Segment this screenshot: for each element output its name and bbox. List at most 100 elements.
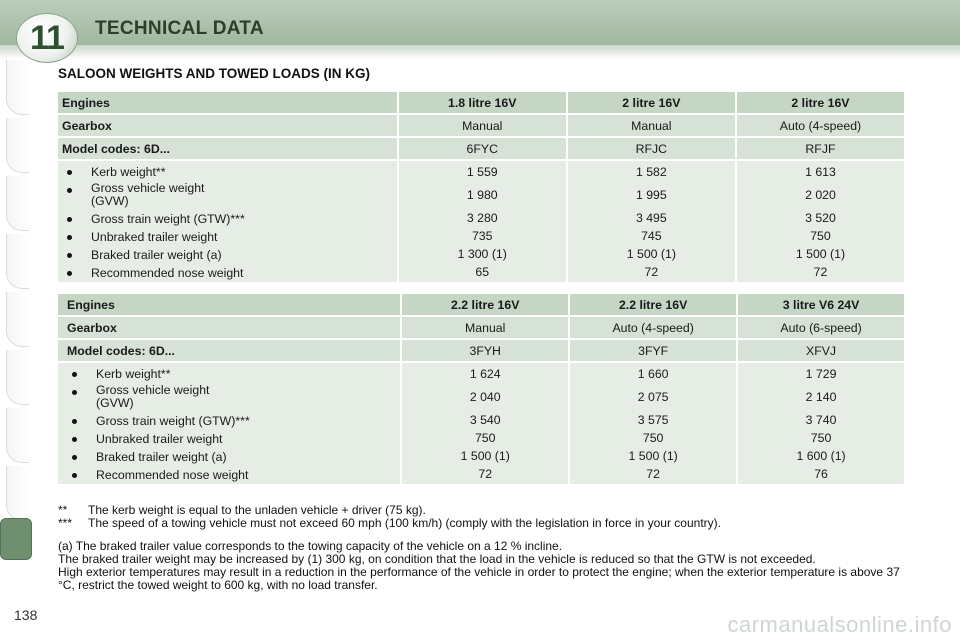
engine-cell: 1.8 litre 16V	[396, 92, 566, 113]
list-item: Kerb weight**	[71, 365, 400, 383]
value-cell: 1 613	[805, 165, 836, 179]
value-cell: 72	[813, 265, 828, 279]
engine-cell: 2.2 litre 16V	[568, 294, 737, 315]
chapter-tab-active[interactable]	[0, 518, 32, 560]
model-code-cell: RFJC	[565, 138, 735, 159]
model-code-cell: XFVJ	[736, 340, 904, 361]
value-cell: 76	[814, 467, 828, 481]
value-cell: 3 575	[637, 413, 669, 427]
explanatory-notes: (a) The braked trailer value corresponds…	[58, 540, 908, 592]
chapter-tab[interactable]	[6, 466, 29, 521]
value-cell: 1 729	[805, 367, 837, 381]
weight-item-list: Kerb weight** Gross vehicle weight (GVW)…	[62, 163, 397, 282]
notes: ** The kerb weight is equal to the unlad…	[58, 504, 908, 592]
value-column: 1 660 2 075 3 575 750 1 500 (1) 72	[570, 365, 736, 483]
footnote: *** The speed of a towing vehicle must n…	[58, 517, 908, 530]
model-codes-row: Model codes: 6D... 6FYC RFJC RFJF	[58, 138, 904, 159]
value-cell: 2 075	[637, 390, 669, 404]
value-cell: 72	[646, 467, 660, 481]
chapter-tab[interactable]	[6, 350, 29, 405]
value-cell: 750	[810, 431, 832, 445]
model-code-cell: 3FYH	[400, 340, 569, 361]
engine-cell: 3 litre V6 24V	[736, 294, 904, 315]
weights-row: Kerb weight** Gross vehicle weight (GVW)…	[58, 161, 904, 282]
gearbox-label: Gearbox	[58, 115, 397, 136]
value-cell: 1 500 (1)	[795, 247, 846, 261]
gearbox-cell: Auto (4-speed)	[734, 115, 904, 136]
watermark: carmanualsonline.info	[727, 612, 952, 637]
list-item: Kerb weight**	[66, 163, 397, 181]
model-code-cell: RFJF	[734, 138, 904, 159]
list-item: Gross train weight (GTW)***	[71, 412, 400, 430]
model-codes-label: Model codes: 6D...	[58, 340, 401, 361]
gearbox-row: Gearbox Manual Auto (4-speed) Auto (6-sp…	[58, 317, 904, 338]
engine-cell: 2 litre 16V	[565, 92, 735, 113]
gearbox-cell: Manual	[400, 317, 569, 338]
engines-row: Engines 2.2 litre 16V 2.2 litre 16V 3 li…	[58, 294, 904, 315]
value-cell: 1 980	[466, 188, 498, 202]
footnote-mark: ***	[58, 516, 73, 530]
value-column: 1 624 2 040 3 540 750 1 500 (1) 72	[402, 365, 568, 483]
list-item: Unbraked trailer weight	[71, 430, 400, 448]
gearbox-cell: Manual	[396, 115, 566, 136]
value-cell: 1 500 (1)	[460, 449, 510, 463]
weight-item-list: Kerb weight** Gross vehicle weight (GVW)…	[62, 365, 400, 484]
list-item: Gross vehicle weight (GVW)	[66, 181, 241, 210]
value-column: 1 582 1 995 3 495 745 1 500 (1) 72	[568, 163, 735, 281]
value-cell: 1 500 (1)	[628, 449, 678, 463]
chapter-tab[interactable]	[6, 60, 29, 115]
list-item: Braked trailer weight (a)	[71, 448, 400, 466]
header-fade	[0, 45, 960, 59]
value-column: 1 613 2 020 3 520 750 1 500 (1) 72	[737, 163, 904, 281]
value-cell: 1 660	[637, 367, 669, 381]
page-title: TECHNICAL DATA	[95, 18, 264, 39]
list-item: Gross vehicle weight (GVW)	[71, 383, 246, 412]
value-cell: 1 559	[466, 165, 498, 179]
chapter-badge: 11	[16, 13, 78, 63]
engines-label: Engines	[58, 92, 397, 113]
value-cell: 735	[471, 229, 493, 243]
chapter-tabs	[0, 60, 29, 580]
value-cell: 3 740	[805, 413, 837, 427]
value-cell: 2 020	[805, 188, 836, 202]
header-band	[0, 0, 960, 45]
chapter-tab[interactable]	[6, 292, 29, 347]
value-cell: 750	[810, 229, 831, 243]
chapter-tab[interactable]	[6, 234, 29, 289]
weights-row: Kerb weight** Gross vehicle weight (GVW)…	[58, 363, 904, 484]
paragraph: High exterior temperatures may result in…	[58, 565, 904, 592]
chapter-tab[interactable]	[6, 176, 29, 231]
value-cell: 1 600 (1)	[796, 449, 846, 463]
value-cell: 2 140	[805, 390, 837, 404]
value-cell: 1 300 (1)	[457, 247, 507, 261]
gearbox-cell: Auto (6-speed)	[736, 317, 904, 338]
footnote-text: The speed of a towing vehicle must not e…	[88, 516, 721, 530]
value-column: 1 559 1 980 3 280 735 1 300 (1) 65	[399, 163, 566, 281]
engines-label: Engines	[58, 294, 401, 315]
paragraph: The braked trailer weight may be increas…	[58, 552, 816, 566]
engines-row: Engines 1.8 litre 16V 2 litre 16V 2 litr…	[58, 92, 904, 113]
value-cell: 750	[474, 431, 496, 445]
chapter-tab[interactable]	[6, 118, 29, 173]
value-cell: 2 040	[469, 390, 501, 404]
value-cell: 750	[642, 431, 664, 445]
engine-cell: 2.2 litre 16V	[400, 294, 569, 315]
value-cell: 3 495	[635, 211, 667, 225]
page-number: 138	[14, 607, 38, 623]
value-cell: 65	[475, 265, 490, 279]
gearbox-cell: Manual	[565, 115, 735, 136]
value-cell: 3 280	[466, 211, 498, 225]
list-item: Braked trailer weight (a)	[66, 246, 397, 264]
value-cell: 72	[478, 467, 493, 481]
value-cell: 1 624	[469, 367, 501, 381]
list-item: Gross train weight (GTW)***	[66, 210, 397, 228]
value-cell: 1 500 (1)	[626, 247, 676, 261]
footnote-text: The kerb weight is equal to the unladen …	[88, 503, 426, 517]
weights-table-2: Engines 2.2 litre 16V 2.2 litre 16V 3 li…	[58, 292, 904, 486]
section-title: SALOON WEIGHTS AND TOWED LOADS (IN KG)	[58, 66, 370, 81]
weights-table-1: Engines 1.8 litre 16V 2 litre 16V 2 litr…	[58, 90, 904, 284]
model-codes-row: Model codes: 6D... 3FYH 3FYF XFVJ	[58, 340, 904, 361]
chapter-tab[interactable]	[6, 408, 29, 463]
gearbox-row: Gearbox Manual Manual Auto (4-speed)	[58, 115, 904, 136]
gearbox-label: Gearbox	[58, 317, 401, 338]
